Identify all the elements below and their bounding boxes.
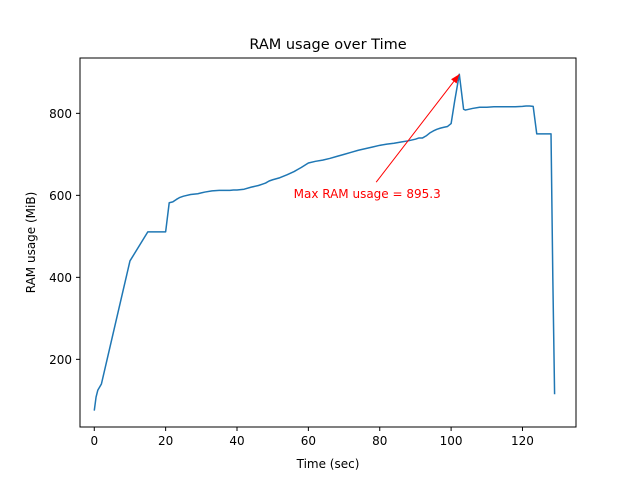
x-tick-label: 80 [372,434,387,448]
max-annotation: Max RAM usage = 895.3 [294,73,460,201]
x-tick-label: 0 [90,434,98,448]
annotation-arrow-head [451,74,460,84]
x-tick-label: 60 [301,434,316,448]
y-tick-label: 400 [49,271,72,285]
plot-area [93,73,556,411]
axis-ticks: 0 20 40 60 80 100 120 200 400 600 800 [49,107,534,448]
max-ram-label: Max RAM usage = 895.3 [294,187,441,201]
x-tick-label: 100 [440,434,463,448]
series-line-0 [93,73,556,411]
x-axis-label: Time (sec) [296,457,360,471]
y-tick-label: 800 [49,107,72,121]
y-tick-label: 200 [49,353,72,367]
x-tick-label: 40 [229,434,244,448]
annotation-arrow-line [375,73,460,183]
chart-title: RAM usage over Time [249,37,406,53]
plot-frame [79,57,577,428]
x-tick-label: 120 [511,434,534,448]
y-tick-label: 600 [49,189,72,203]
x-tick-label: 20 [158,434,173,448]
y-axis-label: RAM usage (MiB) [24,192,38,294]
